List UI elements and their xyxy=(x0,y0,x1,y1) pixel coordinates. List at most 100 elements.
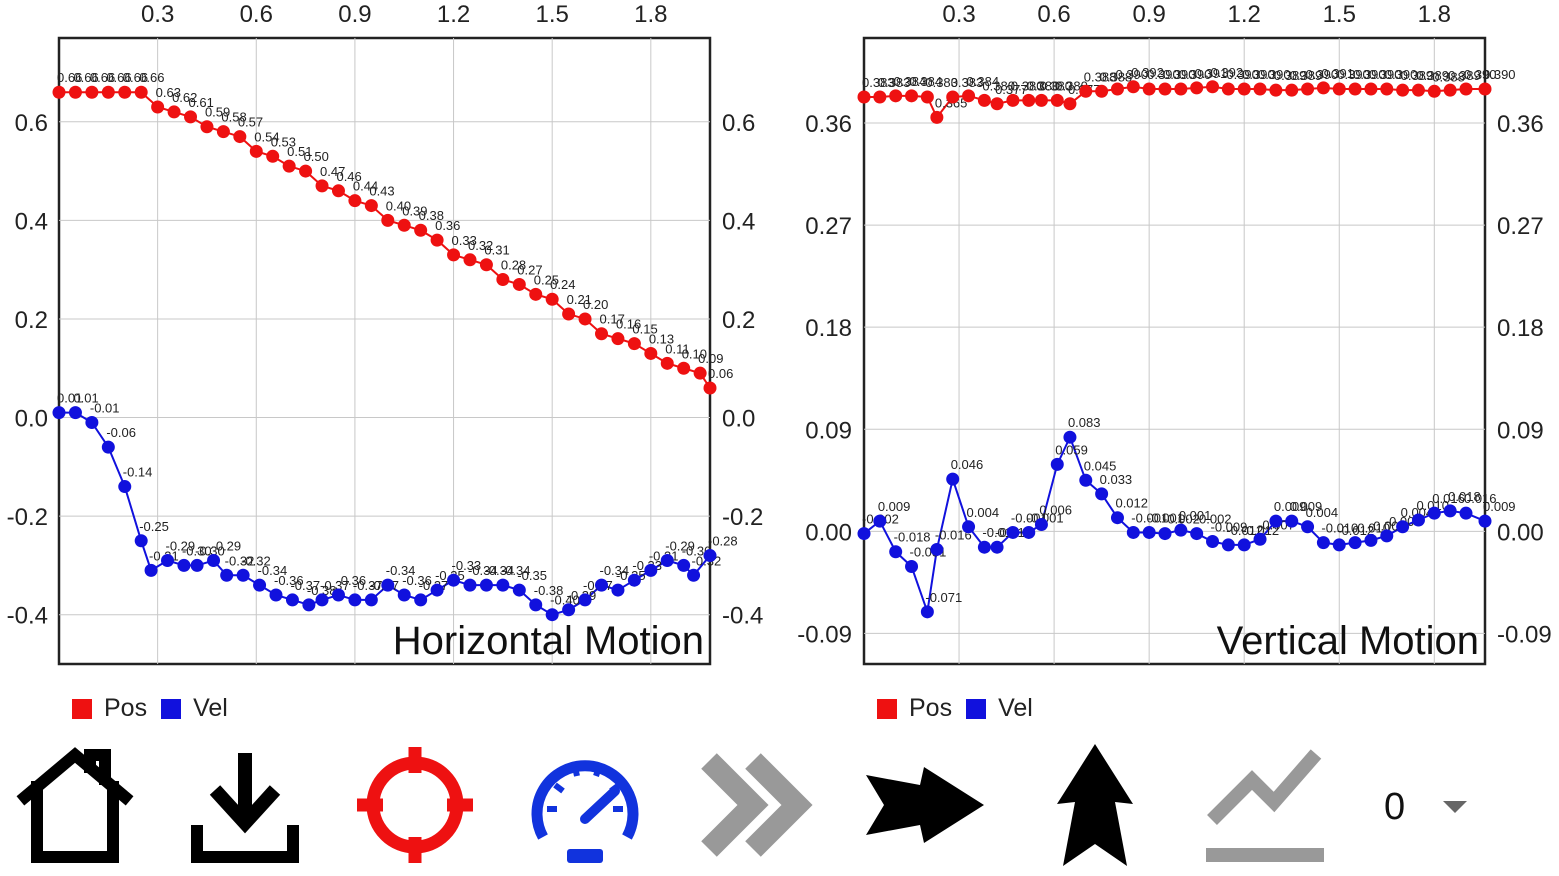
data-point xyxy=(660,553,674,567)
y-tick-label-right: 0.0 xyxy=(722,406,755,433)
data-point xyxy=(253,578,267,592)
up-arrow-button[interactable] xyxy=(1030,740,1160,870)
counter-dropdown[interactable]: 0 xyxy=(1370,782,1480,832)
data-point xyxy=(1316,536,1330,550)
data-label: 0.47 xyxy=(320,164,345,179)
data-point xyxy=(644,563,658,577)
data-point xyxy=(134,534,148,548)
data-label: 0.31 xyxy=(484,243,509,258)
data-point xyxy=(1253,532,1267,546)
data-point xyxy=(447,248,461,262)
data-label: 0.004 xyxy=(967,505,1000,520)
y-tick-label-left: 0.27 xyxy=(805,213,852,240)
data-point xyxy=(1348,536,1362,550)
home-button[interactable] xyxy=(10,740,140,870)
data-label: -0.002 xyxy=(1195,512,1232,527)
fast-forward-button[interactable] xyxy=(690,740,820,870)
data-label: 0.383 xyxy=(878,75,911,90)
data-label: 0.24 xyxy=(550,277,575,292)
data-label: 0.001 xyxy=(1179,508,1212,523)
legend-horizontal: Pos Vel xyxy=(72,694,242,723)
data-label: 0.388 xyxy=(1100,69,1133,84)
data-point xyxy=(1427,84,1441,98)
data-label: 0.27 xyxy=(517,262,542,277)
data-point xyxy=(233,130,247,144)
data-label: 0.390 xyxy=(1353,67,1386,82)
data-label: 0.66 xyxy=(123,70,148,85)
data-label: 0.09 xyxy=(698,351,723,366)
x-tick-label: 1.5 xyxy=(1323,1,1356,28)
data-point xyxy=(512,277,526,291)
data-label: 0.384 xyxy=(967,74,1000,89)
data-point xyxy=(348,593,362,607)
data-point xyxy=(1478,514,1492,528)
data-point xyxy=(315,179,329,193)
data-label: 0.66 xyxy=(57,70,82,85)
data-label: 0.390 xyxy=(1483,67,1516,82)
vel-swatch xyxy=(161,698,182,719)
data-point xyxy=(1301,520,1315,534)
pos-swatch xyxy=(72,698,92,719)
data-point xyxy=(905,559,919,573)
speed-button[interactable] xyxy=(520,740,650,870)
data-point xyxy=(889,89,903,103)
data-point xyxy=(1022,93,1036,107)
data-point xyxy=(1158,82,1172,96)
arrow-up-icon xyxy=(1057,744,1133,866)
data-label: 0.25 xyxy=(534,272,559,287)
x-tick-label: 0.9 xyxy=(338,1,371,28)
data-label: 0.006 xyxy=(1039,503,1072,518)
x-tick-label: 1.2 xyxy=(437,1,470,28)
data-label: -0.34 xyxy=(258,563,288,578)
trend-button[interactable] xyxy=(1200,740,1330,870)
y-tick-label-left: 0.2 xyxy=(15,307,48,334)
target-button[interactable] xyxy=(350,740,480,870)
data-label: 0.380 xyxy=(1011,78,1044,93)
data-label: 0.11 xyxy=(665,341,689,356)
data-label: 0.01 xyxy=(57,391,82,406)
arrow-right-icon xyxy=(866,767,984,843)
data-label: -0.36 xyxy=(336,573,366,588)
data-label: -0.016 xyxy=(935,527,972,542)
data-label: 0.004 xyxy=(1401,505,1434,520)
data-point xyxy=(447,573,461,587)
series-pos: 0.3830.3830.3840.3840.3830.3650.3830.384… xyxy=(857,65,1516,124)
data-label: 0.390 xyxy=(1147,67,1180,82)
data-label: -0.28 xyxy=(708,534,738,549)
data-label: 0.390 xyxy=(1385,67,1418,82)
data-point xyxy=(1443,83,1457,97)
data-label: -0.35 xyxy=(517,568,547,583)
data-point xyxy=(1206,535,1220,549)
data-point xyxy=(677,361,691,375)
data-point xyxy=(1110,82,1124,96)
data-label: 0.009 xyxy=(1483,499,1516,514)
data-point xyxy=(1316,81,1330,95)
data-point xyxy=(315,593,329,607)
data-label: -0.018 xyxy=(894,530,931,545)
legend-vel-label: Vel xyxy=(998,694,1033,722)
y-tick-label-right: 0.09 xyxy=(1497,417,1544,444)
data-label: 0.389 xyxy=(1274,68,1307,83)
data-label: -0.001 xyxy=(1147,510,1184,525)
data-point xyxy=(220,568,234,582)
data-label: 0.390 xyxy=(1226,67,1259,82)
data-point xyxy=(1332,538,1346,552)
download-button[interactable] xyxy=(180,740,310,870)
data-point xyxy=(397,588,411,602)
data-point xyxy=(1034,93,1048,107)
right-arrow-button[interactable] xyxy=(860,740,990,870)
data-label: 0.045 xyxy=(1084,458,1117,473)
data-label: 0.15 xyxy=(632,322,657,337)
data-point xyxy=(1380,529,1394,543)
data-point xyxy=(1095,84,1109,98)
data-point xyxy=(381,213,395,227)
data-point xyxy=(266,149,280,163)
data-label: 0.390 xyxy=(1115,67,1148,82)
data-point xyxy=(1206,80,1220,94)
x-tick-label: 1.8 xyxy=(1418,1,1451,28)
data-point xyxy=(118,480,132,494)
data-point xyxy=(1050,93,1064,107)
data-label: 0.46 xyxy=(336,169,361,184)
y-tick-label-left: 0.00 xyxy=(805,519,852,546)
data-label: -0.30 xyxy=(182,543,212,558)
